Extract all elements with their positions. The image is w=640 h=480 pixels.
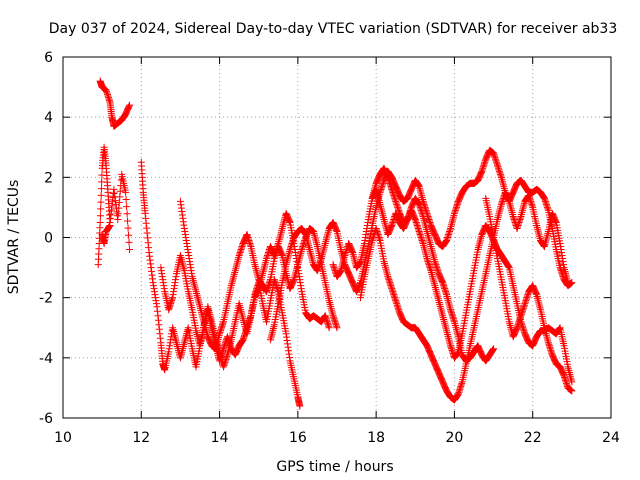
plus-marker xyxy=(123,210,131,218)
series-trace-i xyxy=(356,188,572,404)
series-trace-j xyxy=(368,185,576,386)
y-tick-label: 2 xyxy=(44,170,53,186)
plus-marker xyxy=(564,279,572,287)
plus-marker xyxy=(96,218,104,226)
series-trace-g xyxy=(266,146,576,344)
x-tick-label: 14 xyxy=(211,430,229,446)
y-tick-label: -4 xyxy=(39,351,53,367)
x-tick-label: 22 xyxy=(524,430,542,446)
plus-marker xyxy=(296,402,304,410)
plus-marker xyxy=(97,191,105,199)
x-tick-label: 18 xyxy=(367,430,385,446)
plus-marker xyxy=(122,196,130,204)
plus-marker xyxy=(333,324,341,332)
plus-marker xyxy=(125,238,133,246)
plus-marker xyxy=(568,378,576,386)
grid-lines xyxy=(63,57,611,418)
plus-marker xyxy=(97,185,105,193)
plus-marker xyxy=(97,198,105,206)
plus-marker xyxy=(124,224,132,232)
x-tick-label: 20 xyxy=(446,430,464,446)
plus-marker xyxy=(126,101,134,109)
x-tick-label: 24 xyxy=(602,430,620,446)
series-trace-b xyxy=(94,143,134,269)
series-trace-c xyxy=(98,221,114,248)
plus-marker xyxy=(124,217,132,225)
y-tick-label: 0 xyxy=(44,231,53,247)
series-trace-d xyxy=(137,158,304,410)
plus-marker xyxy=(122,188,130,196)
series-trace-e xyxy=(157,209,333,365)
series-trace-f xyxy=(176,197,341,353)
plus-marker xyxy=(325,324,333,332)
series-trace-a xyxy=(96,77,134,130)
x-tick-label: 12 xyxy=(132,430,150,446)
y-tick-label: -6 xyxy=(39,411,53,427)
y-tick-label: 4 xyxy=(44,110,53,126)
series-trace-k xyxy=(482,194,576,395)
plus-marker xyxy=(96,212,104,220)
plus-marker xyxy=(125,231,133,239)
x-tick-label: 10 xyxy=(54,430,72,446)
x-axis-label: GPS time / hours xyxy=(276,459,393,475)
plus-marker xyxy=(490,345,498,353)
y-tick-label: 6 xyxy=(44,50,53,66)
plus-marker xyxy=(126,246,134,254)
plus-marker xyxy=(106,221,114,229)
data-markers xyxy=(94,77,576,410)
y-tick-label: -2 xyxy=(39,291,53,307)
plus-marker xyxy=(97,205,105,213)
x-tick-label: 16 xyxy=(289,430,307,446)
plus-marker xyxy=(123,203,131,211)
y-axis-label: SDTVAR / TECUs xyxy=(6,180,22,295)
chart-title: Day 037 of 2024, Sidereal Day-to-day VTE… xyxy=(49,21,618,37)
plus-marker xyxy=(568,387,576,395)
